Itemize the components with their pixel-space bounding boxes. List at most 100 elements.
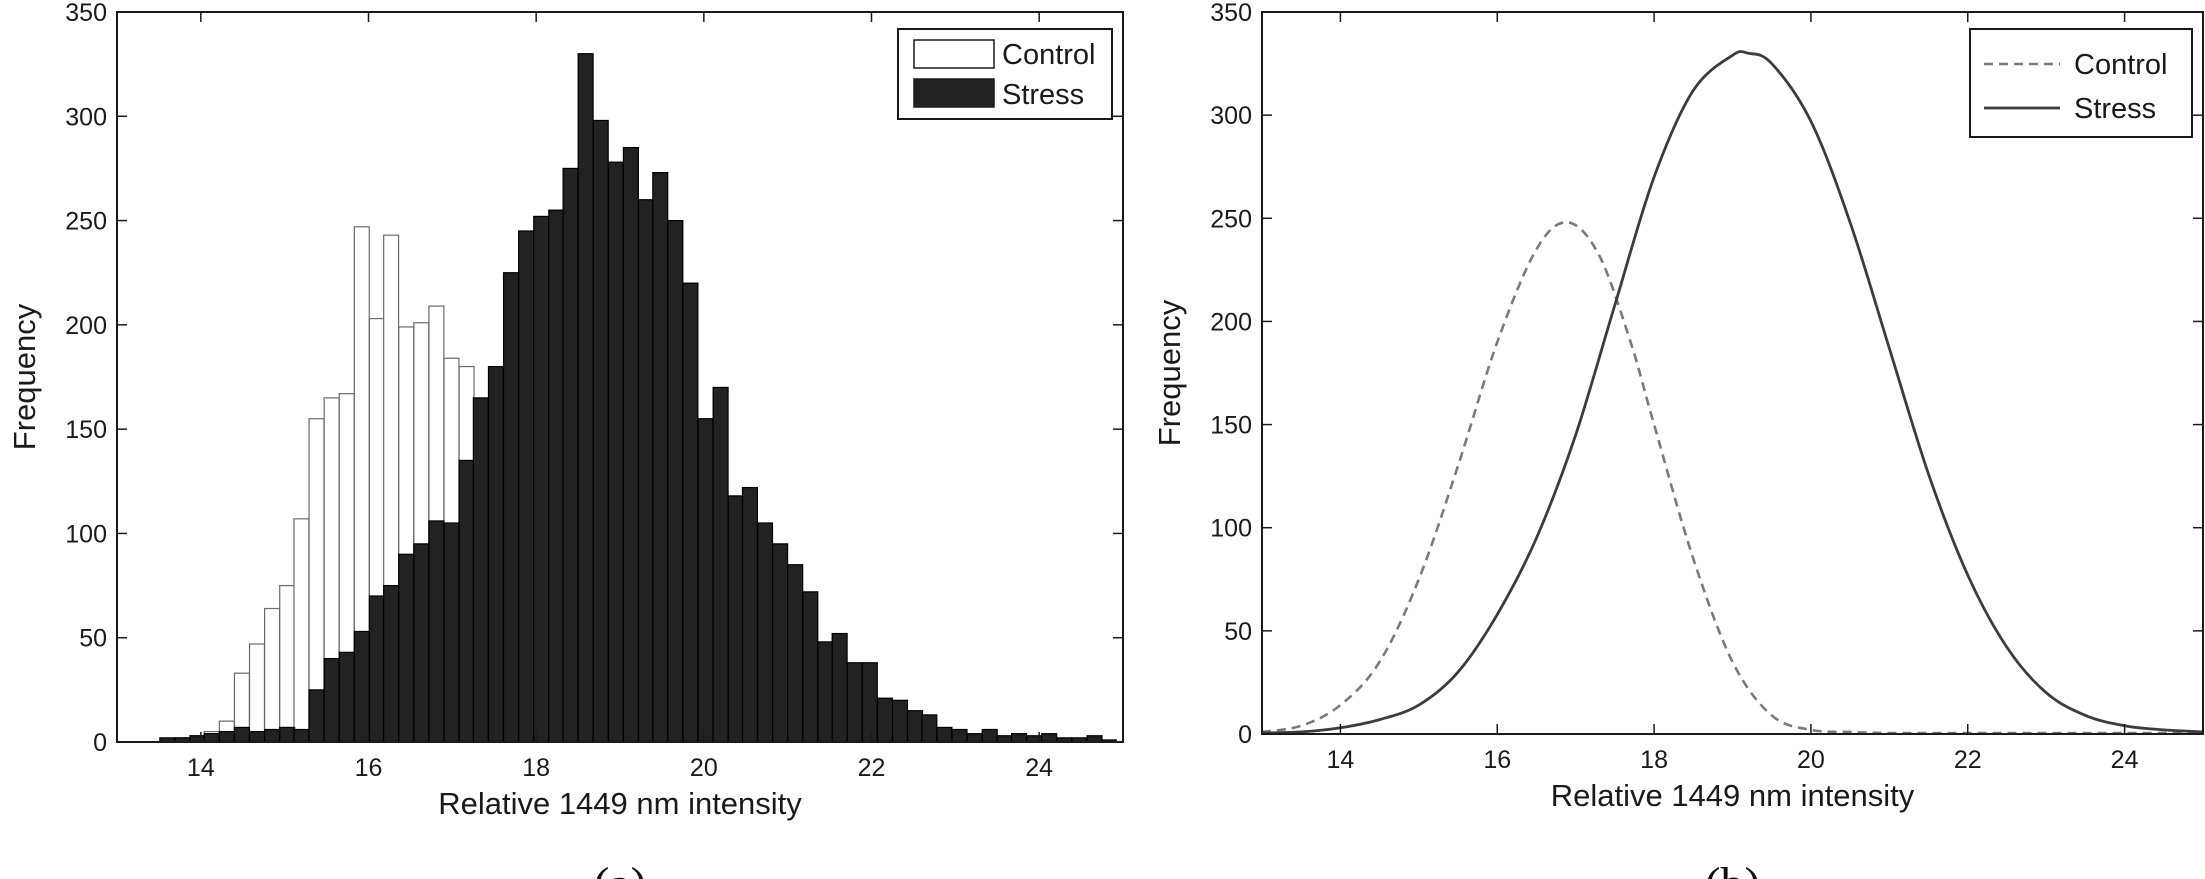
stress-bar <box>622 146 639 743</box>
stress-bar <box>502 272 520 743</box>
stress-bar <box>233 726 250 743</box>
stress-bar <box>368 595 385 743</box>
legend-label-control: Control <box>2074 49 2168 81</box>
stress-bar <box>981 728 998 743</box>
y-tick-label: 200 <box>65 312 107 340</box>
y-tick-label: 350 <box>65 0 107 27</box>
x-axis-label: Relative 1449 nm intensity <box>438 786 802 821</box>
histogram-panel: 14 16 18 20 22 24 0 50 100 150 200 250 300 350 Relat… <box>7 0 1124 879</box>
y-tick-label: 0 <box>1238 721 1252 749</box>
stress-bar <box>264 728 281 743</box>
stress-bar <box>667 219 684 743</box>
y-tick-label: 150 <box>1210 412 1252 440</box>
legend-swatch-stress <box>913 78 995 108</box>
stress-bar <box>562 167 579 743</box>
x-tick-label: 14 <box>187 754 215 782</box>
stress-bar <box>787 564 804 743</box>
y-tick-label: 100 <box>1210 515 1252 543</box>
stress-bar <box>876 697 893 743</box>
stress-bar <box>682 282 699 743</box>
stress-bar <box>936 726 953 743</box>
x-tick-label: 24 <box>1025 754 1053 782</box>
y-tick-label: 100 <box>65 520 107 548</box>
stress-bar <box>741 486 759 743</box>
stress-bar <box>279 726 296 743</box>
stress-bar <box>353 630 370 743</box>
control-bar <box>248 643 266 743</box>
y-tick-label: 300 <box>1210 102 1252 130</box>
control-bar <box>293 518 310 743</box>
legend: Control Stress <box>897 28 1113 120</box>
y-tick-label: 350 <box>1210 0 1252 27</box>
panel-label-a: (a) <box>593 858 646 879</box>
stress-bar <box>802 591 819 743</box>
legend-box <box>1969 28 2193 138</box>
y-tick-label: 250 <box>1210 205 1252 233</box>
y-tick-label: 250 <box>65 208 107 236</box>
plot-frame <box>116 11 1124 743</box>
stress-bar <box>248 730 266 743</box>
stress-bar <box>951 728 968 743</box>
stress-bar <box>413 543 430 743</box>
stress-bar <box>637 199 655 743</box>
panel-label-b: (b) <box>1705 858 1761 879</box>
stress-bar <box>1041 733 1058 743</box>
x-tick-label: 22 <box>1954 746 1982 774</box>
stress-curve <box>1261 50 2204 735</box>
legend-label-control: Control <box>1002 39 1096 71</box>
stress-bar <box>203 733 220 743</box>
stress-bar <box>518 230 535 743</box>
tick-marks <box>1262 11 2203 735</box>
x-tick-labels: 14 16 18 20 22 24 <box>187 754 1053 782</box>
stress-bar <box>966 733 983 743</box>
x-tick-label: 24 <box>2111 746 2139 774</box>
stress-bar <box>398 553 415 743</box>
y-tick-labels: 0 50 100 150 200 250 300 350 <box>1210 0 1252 749</box>
y-axis-label: Frequency <box>7 303 42 450</box>
stress-bar <box>817 641 834 743</box>
legend-swatch-control <box>913 39 995 69</box>
stress-bar <box>772 543 789 743</box>
control-bar <box>264 607 281 743</box>
stress-bar <box>472 397 489 743</box>
stress-bar <box>383 584 400 743</box>
y-tick-label: 300 <box>65 103 107 131</box>
x-tick-label: 18 <box>522 754 550 782</box>
stress-bar <box>756 522 774 743</box>
stress-bar <box>712 386 729 743</box>
x-axis-label: Relative 1449 nm intensity <box>1551 778 1915 813</box>
stress-bar <box>577 53 594 743</box>
x-tick-label: 20 <box>1797 746 1825 774</box>
stress-bar <box>592 119 609 743</box>
stress-bar <box>338 651 355 743</box>
y-tick-label: 200 <box>1210 308 1252 336</box>
y-axis-label: Frequency <box>1152 299 1187 446</box>
tick-marks <box>117 11 1123 743</box>
stress-bar <box>293 728 310 743</box>
x-tick-label: 22 <box>858 754 886 782</box>
stress-bar <box>727 495 744 743</box>
x-tick-label: 16 <box>355 754 383 782</box>
control-bar <box>279 584 296 743</box>
stress-bar <box>891 699 909 743</box>
stress-bar <box>697 418 714 743</box>
y-tick-label: 0 <box>93 729 107 757</box>
stress-bar <box>323 657 340 743</box>
legend: Control Stress <box>1969 28 2193 138</box>
x-tick-label: 14 <box>1327 746 1355 774</box>
stress-bar <box>308 689 325 743</box>
x-tick-label: 16 <box>1483 746 1511 774</box>
stress-bar <box>443 522 460 743</box>
stress-bar <box>831 632 848 743</box>
stress-bar <box>428 520 445 743</box>
legend-label-stress: Stress <box>2074 93 2156 125</box>
stress-bar <box>1010 733 1028 743</box>
density-panel: 14 16 18 20 22 24 0 50 100 150 200 250 300 350 Relat… <box>1152 0 2204 879</box>
stress-bar <box>921 714 938 743</box>
stress-bar <box>607 161 624 743</box>
stress-bar <box>861 662 878 743</box>
stress-bar <box>907 710 924 743</box>
x-tick-label: 20 <box>690 754 718 782</box>
plot-frame <box>1261 11 2204 735</box>
